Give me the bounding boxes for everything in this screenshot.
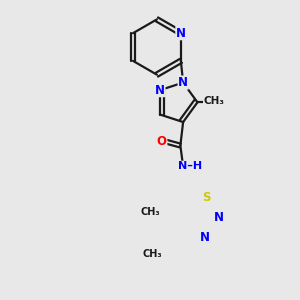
Text: CH₃: CH₃ [143,249,163,259]
Text: CH₃: CH₃ [140,207,160,217]
Text: N–H: N–H [178,161,202,171]
Text: N: N [178,76,188,89]
Text: S: S [202,191,211,204]
Text: CH₃: CH₃ [203,96,224,106]
Text: N: N [176,27,186,40]
Text: O: O [157,135,167,148]
Text: N: N [200,231,210,244]
Text: N: N [214,211,224,224]
Text: N: N [155,84,165,97]
